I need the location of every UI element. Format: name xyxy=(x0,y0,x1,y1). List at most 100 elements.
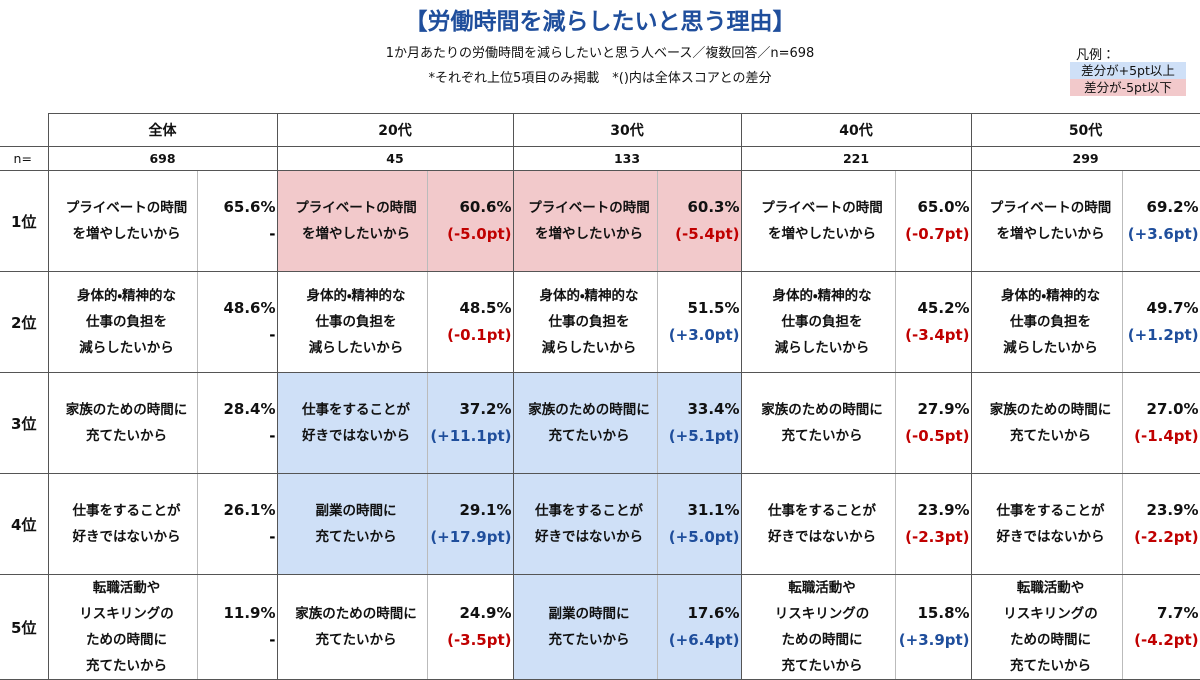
value: 24.9% xyxy=(459,604,512,622)
value: 23.9% xyxy=(917,501,970,519)
value-cell: 29.1% (+17.9pt) xyxy=(426,473,514,575)
reason-cell: 身体的・精神的な 仕事の負担を 減らしたいから xyxy=(276,271,428,373)
value-cell: 23.9% (-2.2pt) xyxy=(1121,473,1200,575)
diff: (+3.0pt) xyxy=(668,326,740,344)
value-cell: 60.6% (-5.0pt) xyxy=(426,170,514,272)
value-cell: 69.2% (+3.6pt) xyxy=(1121,170,1200,272)
value-cell: 37.2% (+11.1pt) xyxy=(426,372,514,474)
reason-line: 好きではないから xyxy=(302,428,410,444)
value: 27.9% xyxy=(917,400,970,418)
reason-line: 減らしたいから xyxy=(308,340,404,356)
legend-item: 差分が-5pt以下 xyxy=(1070,79,1186,96)
column-header: 40代 xyxy=(740,113,972,147)
reason-line: 家族のための時間に xyxy=(295,606,417,622)
reason-line: 減らしたいから xyxy=(774,340,870,356)
subtitle: 1か月あたりの労働時間を減らしたいと思う人ベース／複数回答／n=698 *それぞ… xyxy=(300,41,900,91)
value-cell: 17.6% (+6.4pt) xyxy=(656,574,742,680)
legend-item: 差分が+5pt以上 xyxy=(1070,62,1186,79)
value-cell: 48.5% (-0.1pt) xyxy=(426,271,514,373)
reason-cell: 身体的・精神的な 仕事の負担を 減らしたいから xyxy=(970,271,1123,373)
reason-cell: 転職活動や リスキリングの ための時間に 充てたいから xyxy=(740,574,896,680)
reason-line: 家族のための時間に xyxy=(761,402,883,418)
n-value: 221 xyxy=(740,146,972,171)
reason-line: 充てたいから xyxy=(86,658,167,674)
rank: 2位 xyxy=(0,271,49,373)
reason-cell: 家族のための時間に 充てたいから xyxy=(970,372,1123,474)
value-cell: 23.9% (-2.3pt) xyxy=(894,473,972,575)
reason-line: 身体的・精神的な xyxy=(539,288,639,304)
diff: (-5.0pt) xyxy=(447,225,512,243)
value-cell: 65.0% (-0.7pt) xyxy=(894,170,972,272)
reason-cell: 仕事をすることが 好きではないから xyxy=(512,473,658,575)
value-cell: 60.3% (-5.4pt) xyxy=(656,170,742,272)
reason-cell: 家族のための時間に 充てたいから xyxy=(740,372,896,474)
reason-line: 仕事をすることが xyxy=(768,503,877,519)
reason-line: 好きではないから xyxy=(768,529,877,545)
reason-line: 家族のための時間に xyxy=(65,402,188,418)
value: 65.0% xyxy=(917,198,970,216)
value: 33.4% xyxy=(687,400,740,418)
header-row: 全体 20代 30代 40代 50代 xyxy=(0,113,1200,147)
reason-line: 仕事の負担を xyxy=(1010,314,1092,330)
value: 7.7% xyxy=(1156,604,1199,622)
value: 15.8% xyxy=(917,604,970,622)
rank: 1位 xyxy=(0,170,49,272)
diff: - xyxy=(269,225,276,243)
reason-line: プライベートの時間 xyxy=(761,200,883,216)
value: 17.6% xyxy=(687,604,740,622)
data-row: 4位 仕事をすることが 好きではないから 26.1% - 副業の時間に 充てたいから 29.1… xyxy=(0,473,1200,575)
reason-cell: 仕事をすることが 好きではないから xyxy=(740,473,896,575)
rank: 5位 xyxy=(0,574,49,680)
value-cell: 45.2% (-3.4pt) xyxy=(894,271,972,373)
reason-line: ための時間に xyxy=(781,632,863,648)
reason-line: 仕事の負担を xyxy=(86,314,167,330)
diff: (+1.2pt) xyxy=(1127,326,1199,344)
reason-line: リスキリングの xyxy=(79,606,174,622)
value: 48.6% xyxy=(223,299,276,317)
n-value: 45 xyxy=(276,146,514,171)
reason-line: ための時間に xyxy=(86,632,167,648)
legend-title: 凡例： xyxy=(1076,48,1116,63)
value-cell: 27.9% (-0.5pt) xyxy=(894,372,972,474)
reason-line: 充てたいから xyxy=(548,632,630,648)
reason-line: 身体的・精神的な xyxy=(306,288,406,304)
diff: - xyxy=(269,326,276,344)
reason-line: 充てたいから xyxy=(315,529,397,545)
reason-line: 仕事の負担を xyxy=(781,314,863,330)
diff: - xyxy=(269,631,276,649)
reason-cell: 副業の時間に 充てたいから xyxy=(512,574,658,680)
diff: (+3.6pt) xyxy=(1127,225,1199,243)
reason-line: を増やしたいから xyxy=(535,226,644,242)
reason-line: 副業の時間に xyxy=(315,503,397,519)
reason-line: 充てたいから xyxy=(781,428,863,444)
reason-line: 充てたいから xyxy=(548,428,630,444)
diff: (+17.9pt) xyxy=(430,528,512,546)
value-cell: 24.9% (-3.5pt) xyxy=(426,574,514,680)
reason-cell: 身体的・精神的な 仕事の負担を 減らしたいから xyxy=(47,271,198,373)
value: 37.2% xyxy=(459,400,512,418)
reason-line: 充てたいから xyxy=(315,632,397,648)
diff: (-2.3pt) xyxy=(905,528,970,546)
reason-line: 仕事の負担を xyxy=(315,314,397,330)
column-header: 20代 xyxy=(276,113,514,147)
reason-cell: 家族のための時間に 充てたいから xyxy=(276,574,428,680)
reason-line: 仕事をすることが xyxy=(72,503,181,519)
reason-cell: 仕事をすることが 好きではないから xyxy=(970,473,1123,575)
value: 31.1% xyxy=(687,501,740,519)
column-header: 50代 xyxy=(970,113,1200,147)
diff: (-0.7pt) xyxy=(905,225,970,243)
value: 48.5% xyxy=(459,299,512,317)
diff: (+11.1pt) xyxy=(430,427,512,445)
reason-cell: プライベートの時間 を増やしたいから xyxy=(970,170,1123,272)
reason-cell: 家族のための時間に 充てたいから xyxy=(512,372,658,474)
value: 29.1% xyxy=(459,501,512,519)
reason-line: 好きではないから xyxy=(996,529,1105,545)
table: 全体 20代 30代 40代 50代 n= 698 45 133 221 299 1位 プライベートの時… xyxy=(0,113,1200,680)
value: 45.2% xyxy=(917,299,970,317)
reason-line: 副業の時間に xyxy=(548,606,630,622)
reason-line: を増やしたいから xyxy=(996,226,1105,242)
reason-line: プライベートの時間 xyxy=(65,200,188,216)
reason-line: 仕事をすることが xyxy=(302,402,410,418)
subtitle-line: *それぞれ上位5項目のみ掲載 *()内は全体スコアとの差分 xyxy=(428,71,772,86)
column-header: 全体 xyxy=(47,113,278,147)
